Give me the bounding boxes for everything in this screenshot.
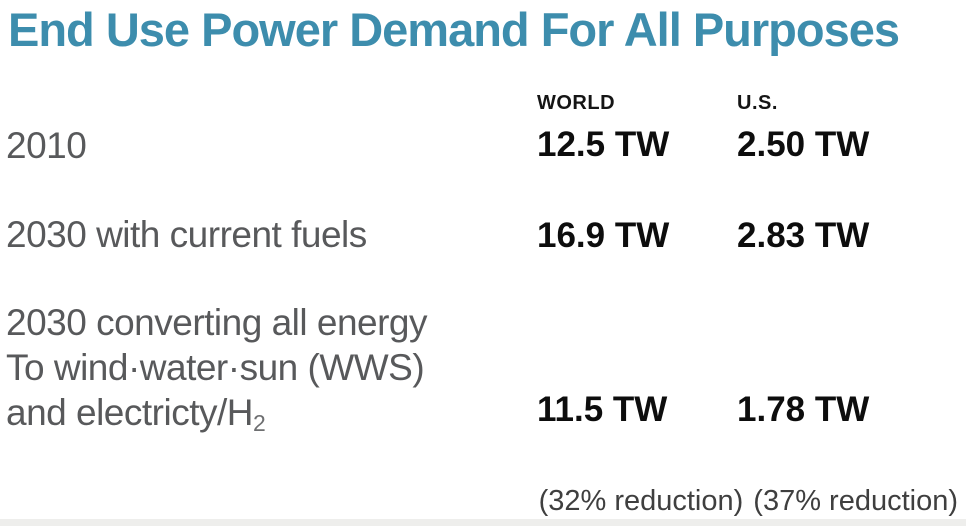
row-label-2010: 2010 [6,125,87,166]
us-value-2030-wws: 1.78 TW [737,390,870,429]
world-value-2030-wws: 11.5 TW [537,390,668,429]
us-value-2030-current-fuels: 2.83 TW [737,216,870,255]
world-value-2010: 12.5 TW [537,125,670,164]
reduction-note-row: (32% reduction) (37% reduction) [0,487,958,516]
row-label-line-3-text: and electricty/H [6,392,254,433]
column-header-world: WORLD [537,92,616,114]
row-label-line-3: and electricty/H2 [6,390,427,440]
us-reduction-note: (37% reduction) [753,485,958,517]
row-label-2030-wws: 2030 converting all energy To wind·water… [6,300,428,440]
h2-subscript: 2 [253,409,266,436]
us-value-2010: 2.50 TW [737,125,870,164]
bottom-edge-strip [0,519,966,526]
world-reduction-note: (32% reduction) [538,485,744,517]
page-title: End Use Power Demand For All Purposes [8,3,900,56]
row-label-line-1: 2030 converting all energy [6,302,428,343]
column-header-us: U.S. [737,92,778,114]
row-label-2030-current-fuels: 2030 with current fuels [6,214,367,255]
row-label-line-2: To wind·water·sun (WWS) [6,347,425,388]
world-value-2030-current-fuels: 16.9 TW [537,216,670,255]
